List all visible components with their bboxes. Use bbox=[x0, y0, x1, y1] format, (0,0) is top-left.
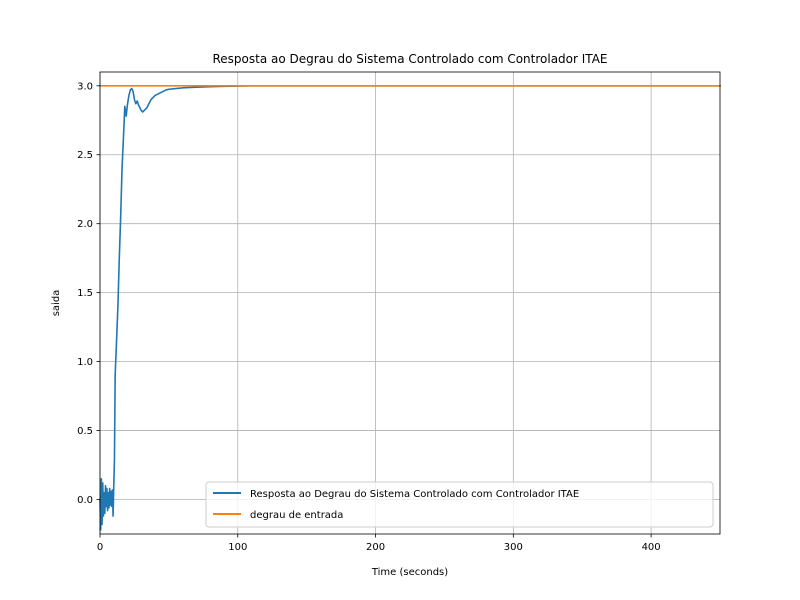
x-tick-label: 0 bbox=[97, 542, 103, 553]
grid bbox=[99, 72, 720, 534]
legend-label-response: Resposta ao Degrau do Sistema Controlado… bbox=[250, 489, 579, 500]
x-tick-label: 100 bbox=[228, 542, 247, 553]
y-tick-label: 2.0 bbox=[77, 219, 93, 230]
y-axis-label: saida bbox=[51, 290, 62, 317]
legend-label-input: degrau de entrada bbox=[250, 510, 343, 521]
legend: Resposta ao Degrau do Sistema Controlado… bbox=[205, 481, 714, 528]
y-tick-label: 0.0 bbox=[77, 495, 93, 506]
y-tick-label: 1.0 bbox=[77, 357, 93, 368]
legend-box bbox=[205, 481, 714, 528]
ticks: 0 100 200 300 400 0.0 0.5 1.0 1.5 2.0 2.5 3.0 bbox=[77, 81, 661, 553]
x-tick-label: 200 bbox=[366, 542, 385, 553]
y-tick-label: 3.0 bbox=[77, 81, 93, 92]
series-layer bbox=[99, 84, 721, 531]
plot-area bbox=[100, 72, 720, 534]
y-tick-label: 0.5 bbox=[77, 426, 93, 437]
x-axis-label: Time (seconds) bbox=[371, 567, 448, 578]
y-tick-label: 1.5 bbox=[77, 288, 93, 299]
y-tick-label: 2.5 bbox=[77, 150, 93, 161]
plot-frame bbox=[99, 71, 721, 535]
x-tick-label: 400 bbox=[642, 542, 661, 553]
chart-title: Resposta ao Degrau do Sistema Controlado… bbox=[212, 52, 607, 66]
x-tick-label: 300 bbox=[504, 542, 523, 553]
